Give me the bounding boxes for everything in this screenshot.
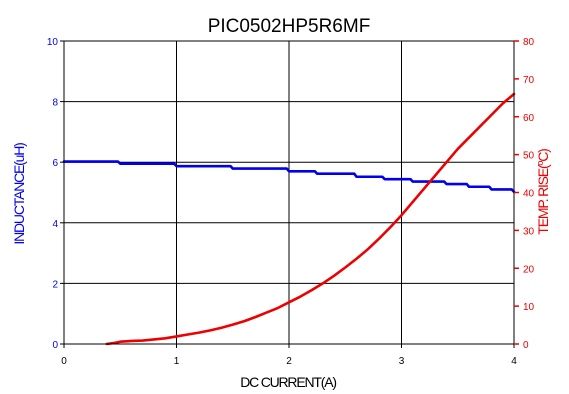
y-right-tick-label: 50 bbox=[523, 151, 535, 162]
x-tick-label: 3 bbox=[399, 356, 405, 367]
y-right-tick-label: 20 bbox=[523, 264, 535, 275]
x-tick-label: 0 bbox=[61, 356, 67, 367]
grid bbox=[63, 40, 515, 345]
y-right-label-prefix: TEMP. RISE( bbox=[535, 164, 551, 235]
y-right-axis: 0 10 20 30 40 50 60 70 80 bbox=[514, 37, 535, 351]
y-right-label-suffix: C) bbox=[535, 149, 551, 162]
x-tick-label: 4 bbox=[511, 356, 517, 367]
y-right-tick-label: 60 bbox=[523, 113, 535, 124]
y-right-label-superscript: o bbox=[535, 161, 545, 166]
x-axis-label: DC CURRENT(A) bbox=[240, 374, 336, 390]
y-left-tick-label: 10 bbox=[47, 37, 59, 48]
y-left-tick-label: 4 bbox=[52, 219, 58, 230]
y-left-axis-label: INDUCTANCE(uH) bbox=[11, 143, 27, 245]
y-left-tick-label: 8 bbox=[52, 98, 58, 109]
y-right-tick-label: 80 bbox=[523, 37, 535, 48]
y-left-axis: 0 2 4 6 8 10 bbox=[47, 37, 64, 351]
y-left-tick-label: 0 bbox=[52, 340, 58, 351]
y-right-tick-label: 70 bbox=[523, 75, 535, 86]
x-tick-label: 2 bbox=[286, 356, 292, 367]
y-left-tick-label: 2 bbox=[52, 279, 58, 290]
y-right-axis-label: TEMP. RISE(oC) bbox=[535, 149, 551, 235]
y-right-tick-label: 10 bbox=[523, 302, 535, 313]
y-right-tick-label: 30 bbox=[523, 226, 535, 237]
x-axis: 0 1 2 3 4 bbox=[61, 344, 517, 367]
y-left-tick-label: 6 bbox=[52, 158, 58, 169]
x-tick-label: 1 bbox=[174, 356, 180, 367]
y-right-tick-label: 40 bbox=[523, 189, 535, 200]
chart-title: PIC0502HP5R6MF bbox=[208, 16, 371, 37]
y-right-tick-label: 0 bbox=[523, 340, 529, 351]
series-layer bbox=[62, 92, 516, 346]
inductance-series-line bbox=[62, 160, 516, 194]
temp-rise-series-line bbox=[105, 92, 516, 346]
